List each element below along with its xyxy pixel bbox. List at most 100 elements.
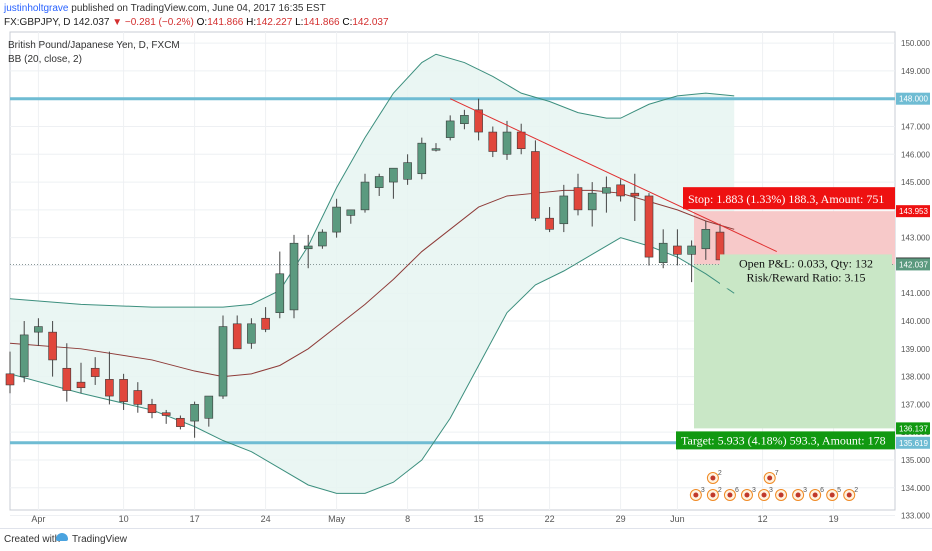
candle-body [516, 131, 526, 150]
candle-body [34, 326, 43, 333]
event-count: 6 [735, 487, 739, 494]
created-with-label: Created with [4, 534, 61, 545]
price-tag-label: 135.619 [899, 439, 928, 448]
event-count: 3 [752, 487, 756, 494]
target-label-box [676, 431, 895, 450]
event-flag-icon [846, 492, 852, 498]
candle-body [701, 229, 711, 250]
chart-legend: British Pound/Japanese Yen, D, FXCM BB (… [8, 40, 180, 65]
candle-body [119, 379, 128, 402]
candle-body [602, 187, 611, 194]
target-label-text: Target: 5.933 (4.18%) 593.3, Amount: 178 [681, 433, 886, 447]
candle-body [431, 148, 441, 151]
risk-reward-text: Risk/Reward Ratio: 3.15 [747, 270, 866, 284]
price-tag-label: 136.137 [899, 424, 928, 433]
x-tick-label: 12 [758, 514, 768, 524]
candle-body [204, 395, 214, 419]
candle-body [403, 162, 412, 180]
last-price: 142.037 [73, 17, 110, 28]
pnl-label-box [720, 254, 892, 289]
candle-body [318, 231, 327, 247]
candle-body [176, 417, 185, 427]
low-label: L: [295, 17, 304, 28]
candle-body [275, 273, 285, 313]
candle-body [332, 206, 341, 233]
high-label: H: [246, 17, 257, 28]
candle-body [218, 326, 228, 397]
candle-body [247, 323, 256, 344]
price-tag [896, 436, 930, 449]
event-count: 3 [701, 487, 705, 494]
candle-body [147, 404, 157, 414]
high-value: 142.227 [256, 17, 293, 28]
bb-lower-line [9, 237, 735, 494]
stop-label-box [683, 187, 895, 210]
price-tag [896, 258, 930, 271]
candle-body [133, 390, 143, 405]
event-flag-icon [693, 492, 699, 498]
y-tick-label: 135.000 [901, 456, 930, 465]
event-count: 2 [718, 470, 722, 477]
x-tick-label: Jun [670, 514, 685, 524]
y-tick-label: 150.000 [901, 39, 930, 48]
event-flag-icon [767, 475, 773, 481]
y-tick-label: 149.000 [901, 67, 930, 76]
candle-body [374, 176, 384, 188]
price-change: ▼ −0.281 (−0.2%) [112, 17, 194, 28]
x-tick-label: 19 [829, 514, 839, 524]
price-tag-label: 142.037 [899, 260, 928, 269]
event-count: 3 [803, 487, 807, 494]
y-tick-label: 134.000 [901, 484, 930, 493]
trend-line [449, 98, 778, 252]
candle-body [161, 412, 171, 416]
event-flag-icon [812, 492, 818, 498]
price-tag-label: 143.953 [899, 207, 928, 216]
candle-body [360, 181, 370, 211]
candle-body [261, 317, 270, 330]
close-value: 142.037 [352, 17, 389, 28]
cloud-icon [56, 533, 68, 541]
event-count: 2 [854, 487, 858, 494]
candle-body [474, 109, 483, 133]
candle-body [673, 245, 682, 255]
candle-body [417, 142, 427, 175]
candle-body [658, 242, 668, 263]
price-tag [896, 422, 930, 435]
author-link[interactable]: justinholtgrave [4, 3, 69, 14]
candle-body [630, 192, 640, 197]
bb-upper-line [9, 53, 735, 308]
event-flag-icon [795, 492, 801, 498]
tradingview-brand[interactable]: TradingView [72, 534, 128, 545]
footer: Created with TradingView [0, 528, 932, 551]
symbol-title: British Pound/Japanese Yen, D, FXCM [8, 40, 180, 51]
event-flag-icon [727, 492, 733, 498]
x-tick-label: 15 [474, 514, 484, 524]
stop-label-text: Stop: 1.883 (1.33%) 188.3, Amount: 751 [688, 192, 884, 206]
y-tick-label: 139.000 [901, 345, 930, 354]
candle-body [303, 245, 313, 250]
candle-body [289, 242, 299, 311]
price-tag [896, 205, 930, 218]
y-tick-label: 138.000 [901, 373, 930, 382]
event-count: 5 [837, 487, 841, 494]
y-tick-label: 133.000 [901, 512, 930, 521]
price-chart[interactable]: 150.000 149.000 148.000 147.000 146.000 145.0… [0, 0, 932, 528]
x-tick-label: 22 [545, 514, 555, 524]
candle-body [587, 192, 597, 211]
indicator-title[interactable]: BB (20, close, 2) [8, 54, 82, 65]
candle-body [460, 115, 469, 125]
x-tick-label: 29 [616, 514, 626, 524]
y-tick-label: 147.000 [901, 122, 930, 131]
bb-band-fill [10, 54, 735, 494]
x-tick-label: 24 [261, 514, 271, 524]
candle-body [48, 331, 57, 361]
candle-body [389, 167, 398, 183]
event-count: 6 [820, 487, 824, 494]
x-tick-label: 17 [190, 514, 200, 524]
event-count: 2 [718, 487, 722, 494]
candle-body [190, 404, 199, 422]
candle-body [488, 131, 498, 152]
candle-body [573, 187, 583, 211]
open-pnl-text: Open P&L: 0.033, Qty: 132 [739, 256, 873, 270]
candle-body [346, 209, 356, 216]
